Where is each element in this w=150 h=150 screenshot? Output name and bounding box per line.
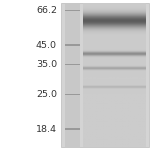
FancyBboxPatch shape: [64, 44, 80, 46]
Text: 18.4: 18.4: [36, 124, 57, 134]
FancyBboxPatch shape: [64, 3, 80, 147]
Text: 25.0: 25.0: [36, 90, 57, 99]
FancyBboxPatch shape: [61, 3, 148, 147]
FancyBboxPatch shape: [64, 94, 80, 96]
Text: 66.2: 66.2: [36, 6, 57, 15]
FancyBboxPatch shape: [64, 63, 80, 65]
Text: 45.0: 45.0: [36, 40, 57, 50]
FancyBboxPatch shape: [82, 3, 146, 147]
FancyBboxPatch shape: [64, 128, 80, 130]
Text: 35.0: 35.0: [36, 60, 57, 69]
FancyBboxPatch shape: [64, 9, 80, 11]
